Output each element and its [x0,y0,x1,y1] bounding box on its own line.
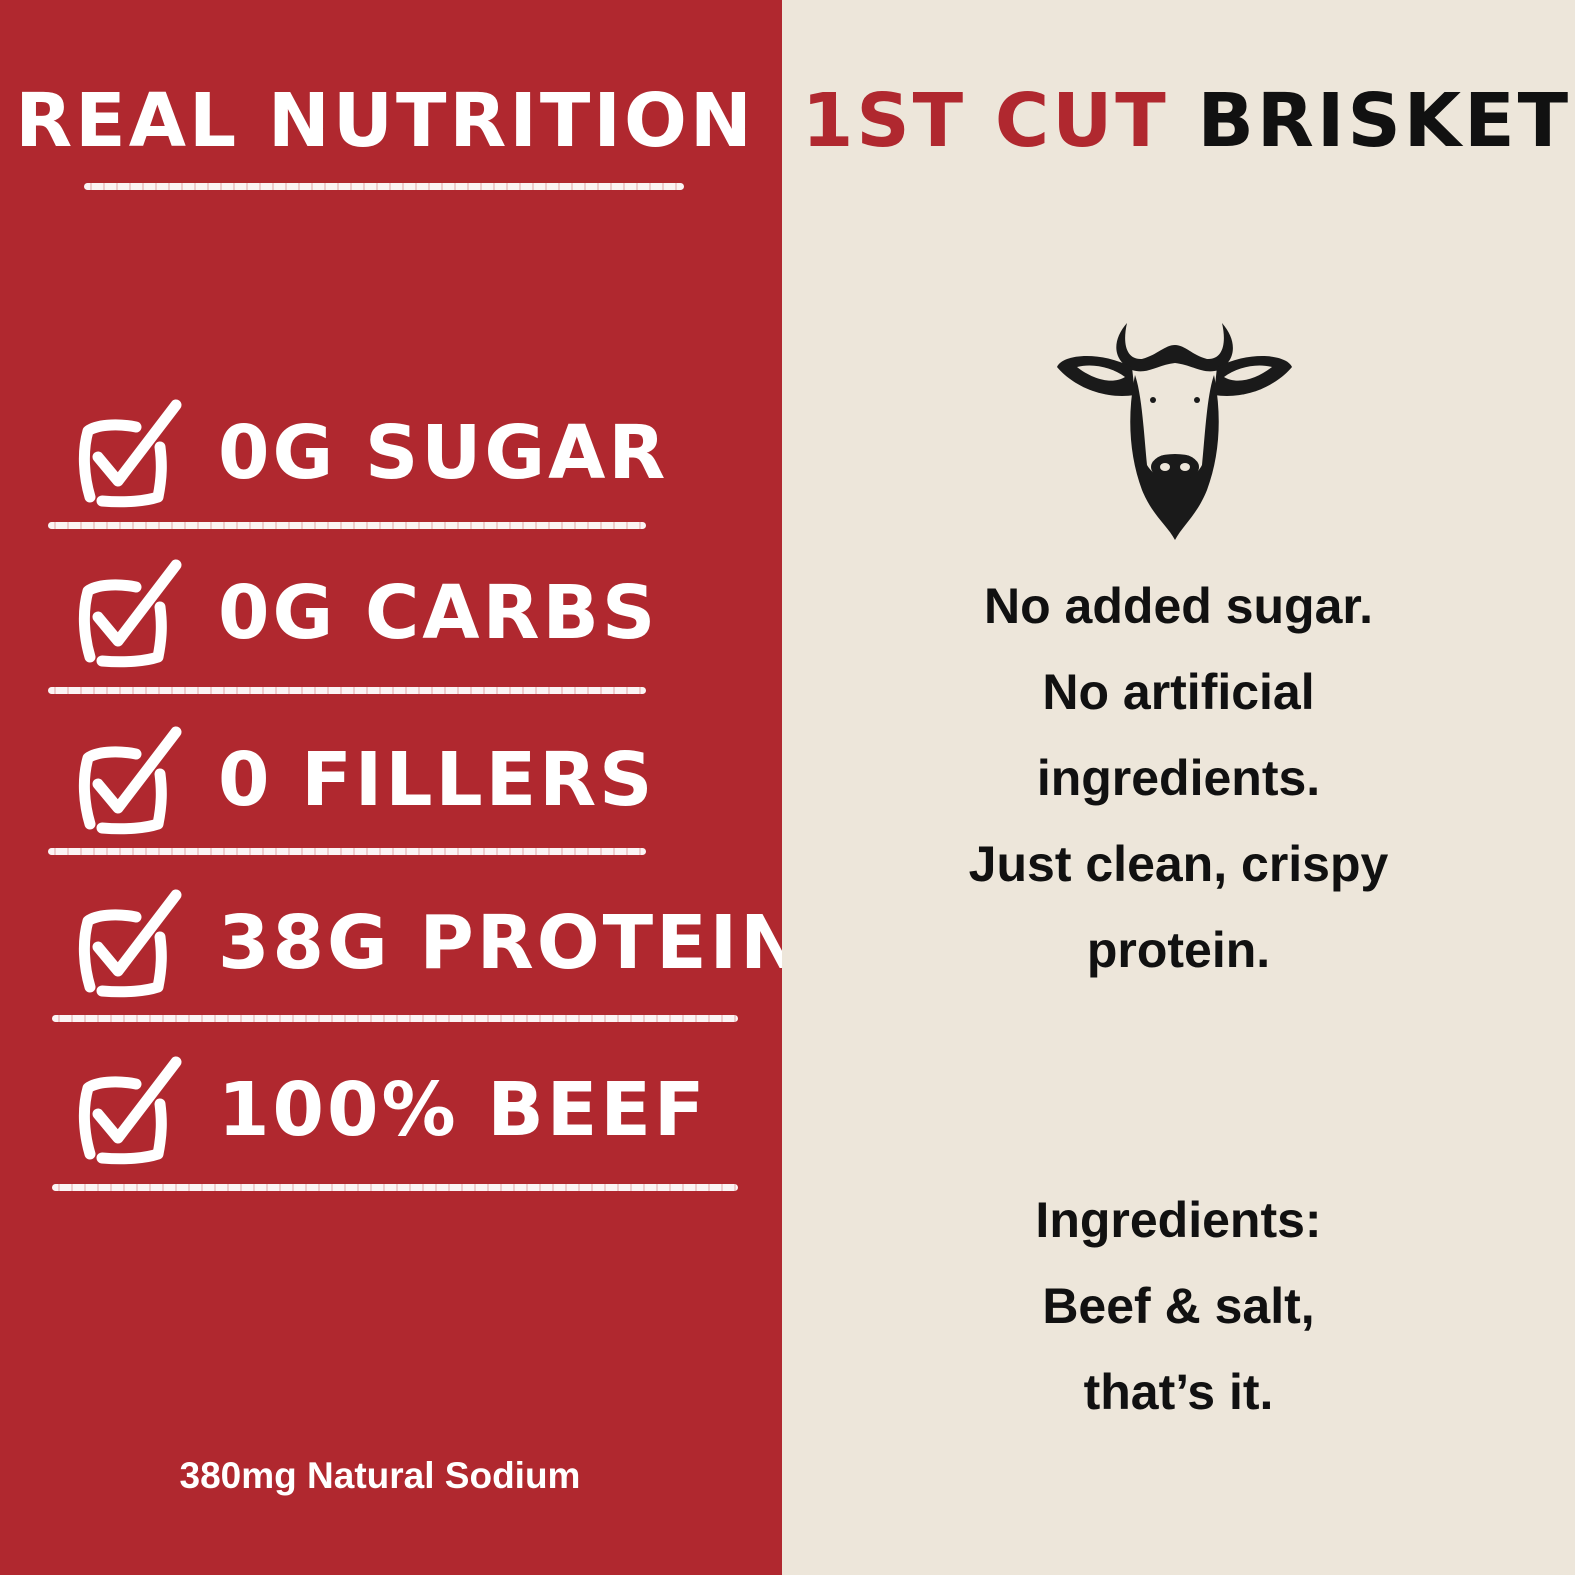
ingredients-label: Ingredients: [1035,1192,1322,1248]
description-line: No artificial [1042,664,1315,720]
nutrition-title: REAL NUTRITION [15,78,755,164]
nutrition-item: 0 FILLERS [76,725,655,835]
sodium-note: 380mg Natural Sodium [179,1455,581,1496]
ingredients-block: Ingredients: Beef & salt, that’s it. [782,1177,1575,1435]
nutrition-item: 100% BEEF [76,1055,707,1165]
nutrition-item-label: 0G SUGAR [218,410,669,496]
nutrition-item: 0G CARBS [76,558,658,668]
product-panel: 1ST CUT BRISKET No added sugar. No artif… [782,0,1575,1575]
description-line: ingredients. [1036,750,1321,806]
description-line: No added sugar. [984,578,1373,634]
nutrition-item: 38G PROTEIN [76,888,805,998]
item-divider [52,1015,738,1022]
ingredients-line: Beef & salt, [1042,1278,1315,1334]
product-title-accent: 1ST CUT [801,78,1169,164]
nutrition-item: 0G SUGAR [76,398,668,508]
nutrition-item-label: 0G CARBS [218,570,659,656]
ingredients-line: that’s it. [1083,1364,1274,1420]
checkbox-checked-icon [78,889,182,998]
product-title-main: BRISKET [1197,78,1572,164]
title-underline [84,183,684,190]
product-description: No added sugar. No artificial ingredient… [782,563,1575,993]
checkbox-checked-icon [78,726,182,835]
description-line: Just clean, crispy [968,836,1389,892]
checkbox-checked-icon [78,399,182,508]
nutrition-item-label: 38G PROTEIN [218,900,806,986]
description-line: protein. [1086,922,1271,978]
checkbox-checked-icon [78,559,182,668]
item-divider [48,522,646,529]
item-divider [52,1184,738,1191]
product-title: 1ST CUT BRISKET [790,78,1575,164]
nutrition-item-label: 0 FILLERS [218,737,656,823]
nutrition-item-label: 100% BEEF [218,1067,708,1153]
cow-head-icon [1057,323,1292,540]
item-divider [48,848,646,855]
checkbox-checked-icon [78,1056,182,1165]
nutrition-panel: REAL NUTRITION 0G SUGAR 0G CARBS 0 FILLERS… [0,0,802,1575]
item-divider [48,687,646,694]
